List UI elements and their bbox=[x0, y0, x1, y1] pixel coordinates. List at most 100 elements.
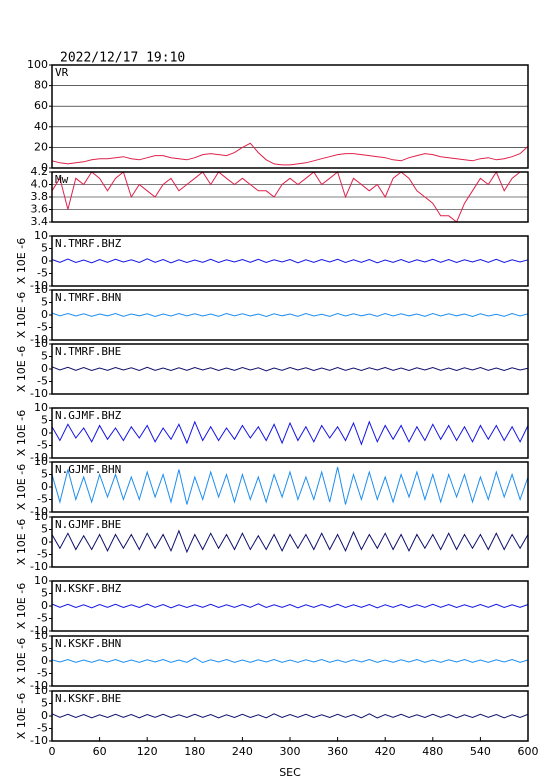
y-tick-label: -10 bbox=[30, 451, 48, 464]
panel-frame bbox=[51, 407, 529, 459]
y-tick-label: 5 bbox=[41, 242, 48, 255]
y-tick-label: 10 bbox=[34, 684, 48, 697]
y-tick-label: 5 bbox=[41, 523, 48, 536]
y-tick-label: -5 bbox=[37, 548, 48, 561]
y-tick-label: 10 bbox=[34, 401, 48, 414]
y-tick-label: -10 bbox=[30, 279, 48, 292]
y-tick-label: 10 bbox=[34, 574, 48, 587]
y-tick-label: 10 bbox=[34, 510, 48, 523]
y-tick-label: -5 bbox=[37, 722, 48, 735]
panel-frame bbox=[51, 64, 529, 169]
y-axis-label: X 10E -6 bbox=[15, 292, 28, 338]
y-tick-label: -10 bbox=[30, 505, 48, 518]
y-axis-label: X 10E -6 bbox=[15, 238, 28, 284]
y-axis-label: X 10E -6 bbox=[15, 464, 28, 510]
y-tick-label: 0 bbox=[41, 654, 48, 667]
panel-frame bbox=[51, 635, 529, 687]
x-tick-label: 360 bbox=[327, 745, 348, 758]
y-tick-label: 10 bbox=[34, 629, 48, 642]
y-tick-label: 0 bbox=[41, 254, 48, 267]
waveform-line bbox=[51, 420, 529, 446]
y-tick-label: 20 bbox=[34, 140, 48, 153]
panel-label: N.KSKF.BHZ bbox=[55, 582, 122, 595]
y-tick-label: -10 bbox=[30, 387, 48, 400]
y-tick-label: 0 bbox=[41, 362, 48, 375]
y-tick-label: 0 bbox=[41, 709, 48, 722]
waveform-line bbox=[51, 529, 529, 554]
waveform-line bbox=[51, 603, 529, 609]
y-tick-label: 0 bbox=[41, 480, 48, 493]
y-tick-label: 0 bbox=[41, 599, 48, 612]
y-tick-label: 3.4 bbox=[31, 215, 49, 228]
y-tick-label: -5 bbox=[37, 267, 48, 280]
panel-frame bbox=[51, 516, 529, 568]
x-tick-label: 480 bbox=[422, 745, 443, 758]
y-axis-label: X 10E -6 bbox=[15, 519, 28, 565]
y-tick-label: -5 bbox=[37, 612, 48, 625]
x-tick-label: 120 bbox=[137, 745, 158, 758]
y-tick-label: 3.6 bbox=[31, 203, 49, 216]
panel-label: N.GJMF.BHE bbox=[55, 518, 121, 531]
y-axis-label: X 10E -6 bbox=[15, 410, 28, 456]
waveform-line bbox=[51, 170, 528, 223]
y-axis-label: X 10E -6 bbox=[15, 583, 28, 629]
y-tick-label: 5 bbox=[41, 350, 48, 363]
waveform-line bbox=[51, 312, 529, 318]
y-tick-label: 10 bbox=[34, 337, 48, 350]
x-tick-label: 420 bbox=[375, 745, 396, 758]
y-tick-label: -5 bbox=[37, 375, 48, 388]
panel-label: VR bbox=[55, 66, 69, 79]
panel-frame bbox=[51, 235, 529, 287]
x-tick-label: 300 bbox=[280, 745, 301, 758]
waveform-line bbox=[51, 713, 529, 719]
y-tick-label: -5 bbox=[37, 439, 48, 452]
panel-frame bbox=[51, 289, 529, 341]
y-tick-label: 5 bbox=[41, 587, 48, 600]
x-axis-label: SEC bbox=[279, 766, 301, 779]
y-tick-label: 5 bbox=[41, 414, 48, 427]
panel-label: N.TMRF.BHE bbox=[55, 345, 121, 358]
y-tick-label: 0 bbox=[41, 426, 48, 439]
y-tick-label: 5 bbox=[41, 296, 48, 309]
y-tick-label: 0 bbox=[41, 308, 48, 321]
panel-label: N.KSKF.BHE bbox=[55, 692, 121, 705]
y-tick-label: 10 bbox=[34, 455, 48, 468]
waveform-line bbox=[51, 258, 529, 264]
y-tick-label: 4.2 bbox=[31, 165, 49, 178]
panel-label: N.GJMF.BHN bbox=[55, 463, 121, 476]
y-tick-label: 3.8 bbox=[31, 190, 49, 203]
y-tick-label: 5 bbox=[41, 642, 48, 655]
x-tick-label: 240 bbox=[232, 745, 253, 758]
y-tick-label: 5 bbox=[41, 697, 48, 710]
waveform-line bbox=[51, 142, 529, 166]
y-tick-label: 4.0 bbox=[31, 178, 49, 191]
waveform-line bbox=[51, 466, 529, 505]
y-tick-label: 0 bbox=[41, 535, 48, 548]
x-tick-label: 600 bbox=[518, 745, 539, 758]
waveform-line bbox=[51, 657, 529, 664]
y-tick-label: -10 bbox=[30, 734, 48, 747]
y-tick-label: 80 bbox=[34, 79, 48, 92]
y-axis-label: X 10E -6 bbox=[15, 346, 28, 392]
y-tick-label: 5 bbox=[41, 468, 48, 481]
y-tick-label: -5 bbox=[37, 321, 48, 334]
y-tick-label: -5 bbox=[37, 493, 48, 506]
panel-label: Mw bbox=[55, 173, 69, 186]
y-tick-label: -10 bbox=[30, 333, 48, 346]
chart-title: 2022/12/17 19:10 bbox=[60, 51, 185, 66]
y-axis-label: X 10E -6 bbox=[15, 638, 28, 684]
panel-frame bbox=[51, 343, 529, 395]
panel-frame bbox=[51, 690, 529, 742]
panel-label: N.GJMF.BHZ bbox=[55, 409, 122, 422]
y-tick-label: 10 bbox=[34, 283, 48, 296]
panel-label: N.TMRF.BHN bbox=[55, 291, 121, 304]
y-tick-label: -10 bbox=[30, 560, 48, 573]
y-tick-label: 100 bbox=[27, 58, 48, 71]
panel-label: N.KSKF.BHN bbox=[55, 637, 121, 650]
x-tick-label: 60 bbox=[93, 745, 107, 758]
y-tick-label: -5 bbox=[37, 667, 48, 680]
y-tick-label: 60 bbox=[34, 99, 48, 112]
y-tick-label: 40 bbox=[34, 120, 48, 133]
x-tick-label: 0 bbox=[49, 745, 56, 758]
